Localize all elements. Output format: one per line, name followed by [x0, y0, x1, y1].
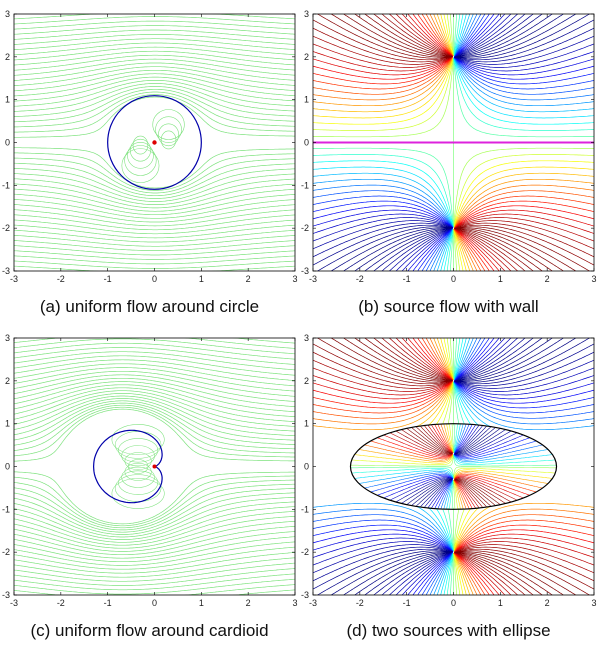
y-tick-label: -1 [2, 504, 10, 514]
streamlines [9, 330, 304, 603]
panel-a: -3 -2 -1 0 1 2 3 3 2 1 0 -1 -2 -3 (a) uniform flow ar… [0, 0, 299, 324]
x-tick-label: -2 [57, 274, 65, 284]
y-tick-label: 1 [5, 95, 10, 105]
panel-c: -3 -2 -1 0 1 2 3 3 2 1 0 -1 -2 -3 (c) uniform flow ar… [0, 324, 299, 648]
y-tick-label: 0 [5, 462, 10, 472]
x-tick-label: 1 [498, 598, 503, 608]
y-tick-label: 2 [304, 52, 309, 62]
y-tick-label: -2 [301, 547, 309, 557]
caption-a: (a) uniform flow around circle [0, 297, 299, 317]
x-tick-label: 0 [451, 598, 456, 608]
y-tick-label: -3 [2, 590, 10, 600]
x-tick-label: -1 [403, 598, 411, 608]
x-tick-label: -2 [57, 598, 65, 608]
y-tick-label: 2 [304, 376, 309, 386]
streamlines [9, 7, 304, 277]
y-tick-label: -3 [301, 266, 309, 276]
x-tick-label: 3 [591, 274, 596, 284]
y-tick-label: 0 [304, 462, 309, 472]
caption-c: (c) uniform flow around cardioid [0, 621, 299, 641]
y-tick-label: 3 [5, 9, 10, 19]
y-tick-label: 1 [304, 419, 309, 429]
x-tick-label: 2 [246, 274, 251, 284]
y-tick-label: 1 [5, 419, 10, 429]
x-tick-label: 0 [451, 274, 456, 284]
x-tick-label: -3 [309, 598, 317, 608]
y-tick-label: 3 [304, 333, 309, 343]
x-tick-label: 1 [199, 598, 204, 608]
y-tick-label: 0 [5, 138, 10, 148]
x-tick-label: -1 [104, 598, 112, 608]
x-tick-label: -3 [309, 274, 317, 284]
flow-plot-c: -3 -2 -1 0 1 2 3 3 2 1 0 -1 -2 -3 [0, 324, 299, 619]
x-tick-label: 3 [292, 598, 297, 608]
x-tick-label: 2 [246, 598, 251, 608]
y-tick-label: -2 [2, 223, 10, 233]
x-tick-label: 3 [292, 274, 297, 284]
flow-plot-d: -3 -2 -1 0 1 2 3 3 2 1 0 -1 -2 -3 [299, 324, 598, 619]
x-tick-label: 1 [498, 274, 503, 284]
x-tick-label: -3 [10, 598, 18, 608]
x-tick-label: 0 [152, 598, 157, 608]
y-tick-label: -1 [301, 180, 309, 190]
ellipse-boundary [350, 424, 556, 510]
x-tick-label: 2 [545, 274, 550, 284]
y-tick-label: 2 [5, 376, 10, 386]
y-tick-label: -1 [2, 180, 10, 190]
y-tick-label: 3 [5, 333, 10, 343]
y-tick-label: -2 [2, 547, 10, 557]
y-tick-label: 1 [304, 95, 309, 105]
y-tick-label: -3 [301, 590, 309, 600]
flow-plot-b: -3 -2 -1 0 1 2 3 3 2 1 0 -1 -2 -3 [299, 0, 598, 295]
x-tick-label: -1 [403, 274, 411, 284]
streamlines [304, 330, 598, 604]
panel-d: -3 -2 -1 0 1 2 3 3 2 1 0 -1 -2 -3 (d) two sources wit… [299, 324, 598, 648]
y-tick-label: -3 [2, 266, 10, 276]
caption-b: (b) source flow with wall [299, 297, 598, 317]
x-tick-label: 3 [591, 598, 596, 608]
x-tick-label: -3 [10, 274, 18, 284]
x-tick-label: -2 [356, 598, 364, 608]
x-tick-label: -1 [104, 274, 112, 284]
x-tick-label: 2 [545, 598, 550, 608]
y-tick-label: -2 [301, 223, 309, 233]
y-tick-label: 3 [304, 9, 309, 19]
x-tick-label: -2 [356, 274, 364, 284]
x-tick-label: 1 [199, 274, 204, 284]
y-tick-label: -1 [301, 504, 309, 514]
caption-d: (d) two sources with ellipse [299, 621, 598, 641]
singularity [152, 140, 156, 144]
y-tick-label: 0 [304, 138, 309, 148]
panel-b: -3 -2 -1 0 1 2 3 3 2 1 0 -1 -2 -3 (b) source flow wit… [299, 0, 598, 324]
flow-plot-a: -3 -2 -1 0 1 2 3 3 2 1 0 -1 -2 -3 [0, 0, 299, 295]
singularity [153, 465, 157, 469]
x-tick-label: 0 [152, 274, 157, 284]
y-tick-label: 2 [5, 52, 10, 62]
